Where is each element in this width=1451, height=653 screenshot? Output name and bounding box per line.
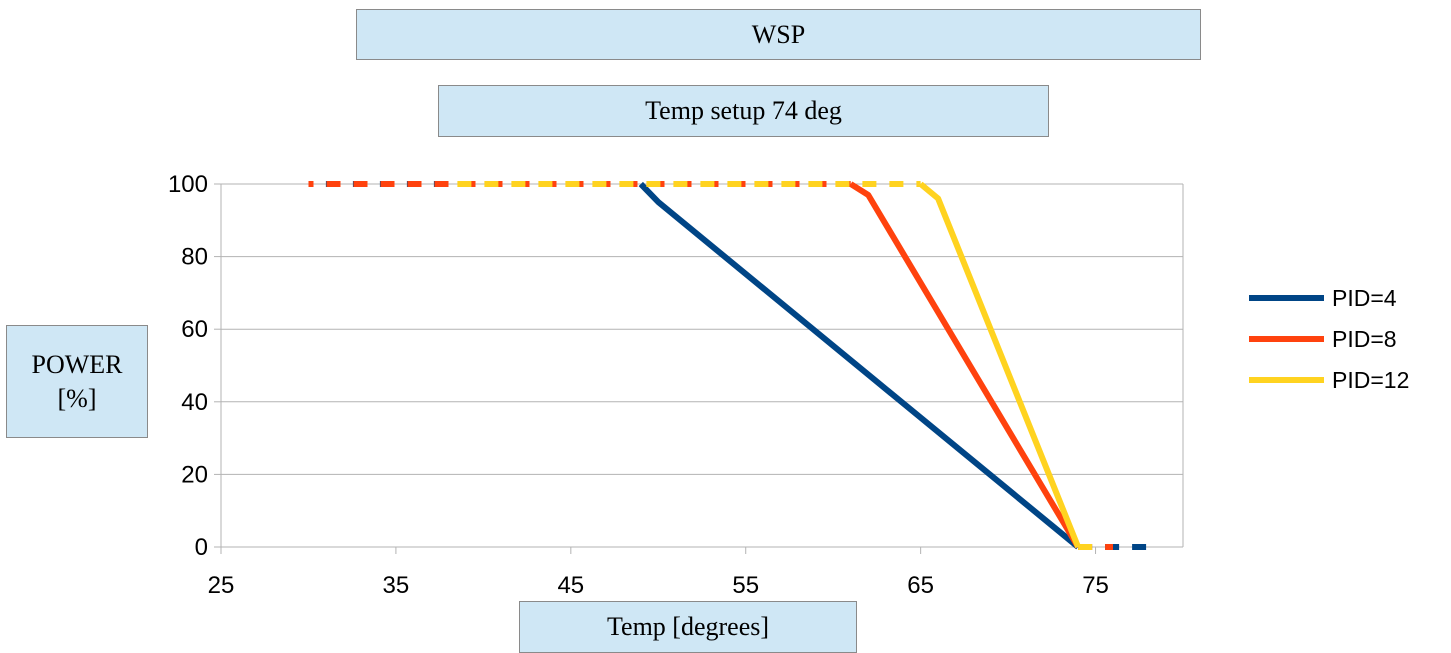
x-tick-label: 55 — [732, 572, 759, 599]
x-tick-label: 35 — [383, 572, 410, 599]
chart-subtitle: Temp setup 74 deg — [438, 85, 1049, 137]
y-tick-label: 80 — [181, 244, 208, 271]
y-tick-label: 40 — [181, 389, 208, 416]
series-lines — [308, 181, 1148, 550]
chart-subtitle-text: Temp setup 74 deg — [645, 96, 842, 125]
series-pid-4 — [325, 181, 1148, 550]
series-line — [638, 181, 1081, 550]
chart-title-text: WSP — [751, 19, 806, 49]
y-tick-label: 20 — [181, 461, 208, 488]
legend-label: PID=8 — [1332, 326, 1397, 352]
chart-title: WSP — [356, 9, 1201, 60]
y-tick-label: 100 — [168, 171, 208, 198]
y-axis-label: POWER [%] — [6, 325, 148, 438]
x-tick-label: 25 — [208, 572, 235, 599]
y-tick-label: 60 — [181, 316, 208, 343]
series-pid-12 — [448, 181, 1096, 550]
y-axis-label-line2: [%] — [57, 383, 97, 413]
legend: PID=4 PID=8 PID=12 — [1249, 285, 1409, 393]
x-tick-label: 65 — [907, 572, 934, 599]
y-tick-label: 0 — [195, 534, 208, 561]
legend-label: PID=4 — [1332, 285, 1397, 311]
legend-label: PID=12 — [1332, 367, 1409, 393]
series-pid-8 — [308, 181, 1113, 550]
x-tick-label: 75 — [1082, 572, 1109, 599]
x-tick-label: 45 — [557, 572, 584, 599]
legend-item: PID=4 — [1249, 285, 1397, 311]
legend-item: PID=12 — [1249, 367, 1409, 393]
legend-item: PID=8 — [1249, 326, 1397, 352]
series-line — [849, 181, 1081, 549]
axes: 0 20 40 60 80 100 25 35 45 55 65 75 — [168, 171, 1184, 599]
y-axis-label-line1: POWER — [31, 349, 123, 379]
series-line — [918, 181, 1081, 549]
x-axis-label-text: Temp [degrees] — [606, 612, 770, 641]
